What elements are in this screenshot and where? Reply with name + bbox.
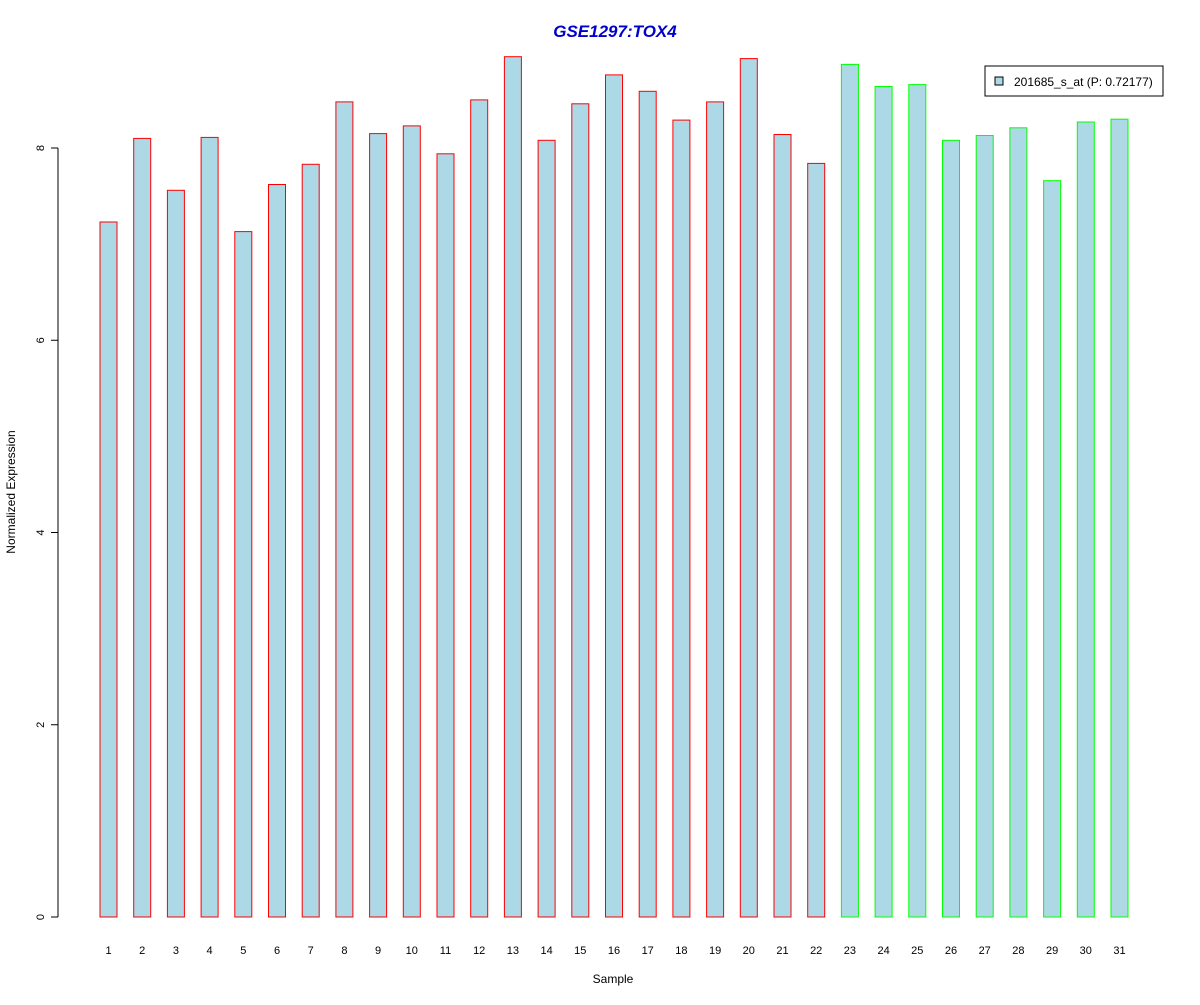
x-tick-label: 21 <box>776 945 788 957</box>
x-tick-label: 2 <box>139 945 145 957</box>
bar-sample-17 <box>638 90 657 918</box>
bar-sample-15 <box>571 103 590 918</box>
x-tick-label: 4 <box>207 945 213 957</box>
bars-group <box>99 56 1129 918</box>
bar-sample-31 <box>1110 118 1129 918</box>
legend-swatch <box>994 76 1004 86</box>
bar-sample-18 <box>672 119 691 918</box>
bar-sample-20 <box>739 58 758 918</box>
x-tick-label: 8 <box>341 945 347 957</box>
y-tick-label: 6 <box>35 337 47 343</box>
bar-sample-3 <box>166 189 185 918</box>
x-tick-label: 22 <box>810 945 822 957</box>
x-tick-label: 10 <box>406 945 418 957</box>
x-tick-label: 3 <box>173 945 179 957</box>
x-tick-label: 19 <box>709 945 721 957</box>
y-tick-label: 8 <box>35 145 47 151</box>
bar-sample-10 <box>402 125 421 918</box>
x-tick-label: 28 <box>1012 945 1024 957</box>
x-tick-labels: 1 2 3 4 5 6 7 8 9 10 11 12 13 14 15 16 17 18 19 20 21 22 23 24 2… <box>105 945 1125 957</box>
x-tick-label: 31 <box>1113 945 1125 957</box>
x-tick-label: 17 <box>642 945 654 957</box>
bar-sample-22 <box>807 162 826 918</box>
y-tick-label: 2 <box>35 722 47 728</box>
x-tick-label: 29 <box>1046 945 1058 957</box>
x-tick-label: 25 <box>911 945 923 957</box>
bar-sample-27 <box>975 135 994 918</box>
x-tick-label: 5 <box>240 945 246 957</box>
x-tick-label: 9 <box>375 945 381 957</box>
x-tick-label: 24 <box>877 945 889 957</box>
x-tick-label: 1 <box>105 945 111 957</box>
bar-sample-30 <box>1076 121 1095 918</box>
x-tick-label: 14 <box>540 945 552 957</box>
bar-sample-5 <box>234 231 253 918</box>
bar-sample-24 <box>874 86 893 918</box>
bar-sample-9 <box>369 133 388 918</box>
x-tick-label: 26 <box>945 945 957 957</box>
legend-box <box>984 65 1164 97</box>
y-axis-label: Normalized Expression <box>4 430 18 553</box>
bar-sample-28 <box>1009 127 1028 918</box>
x-tick-label: 18 <box>675 945 687 957</box>
legend-label: 201685_s_at (P: 0.72177) <box>1014 75 1153 89</box>
chart-title: GSE1297:TOX4 <box>553 22 677 41</box>
x-tick-label: 15 <box>574 945 586 957</box>
bar-sample-4 <box>200 136 219 918</box>
x-axis-label: Sample <box>593 972 634 986</box>
bar-sample-16 <box>605 74 623 918</box>
x-tick-label: 30 <box>1080 945 1092 957</box>
x-tick-label: 27 <box>979 945 991 957</box>
bar-sample-25 <box>908 84 927 918</box>
bar-sample-12 <box>470 99 489 918</box>
bar-sample-14 <box>537 139 556 918</box>
bar-sample-21 <box>773 134 792 918</box>
x-tick-label: 16 <box>608 945 620 957</box>
x-tick-label: 7 <box>308 945 314 957</box>
bar-sample-19 <box>706 101 725 918</box>
x-tick-label: 13 <box>507 945 519 957</box>
x-tick-label: 11 <box>440 945 451 957</box>
y-tick-label: 0 <box>35 914 47 920</box>
bar-sample-7 <box>301 163 320 918</box>
bar-sample-8 <box>335 101 354 918</box>
x-tick-label: 23 <box>844 945 856 957</box>
y-axis: 0 2 4 6 8 <box>35 145 59 920</box>
bar-sample-11 <box>436 153 455 918</box>
bar-sample-29 <box>1043 180 1062 918</box>
bar-sample-1 <box>99 221 118 918</box>
x-tick-label: 20 <box>743 945 755 957</box>
x-tick-label: 6 <box>274 945 280 957</box>
y-tick-label: 4 <box>35 529 47 535</box>
bar-sample-13 <box>503 56 522 918</box>
legend: 201685_s_at (P: 0.72177) <box>984 65 1164 97</box>
bar-sample-2 <box>133 137 152 918</box>
bar-sample-26 <box>942 139 960 918</box>
bar-sample-23 <box>840 63 859 918</box>
bar-sample-6 <box>268 184 286 918</box>
x-tick-label: 12 <box>473 945 485 957</box>
